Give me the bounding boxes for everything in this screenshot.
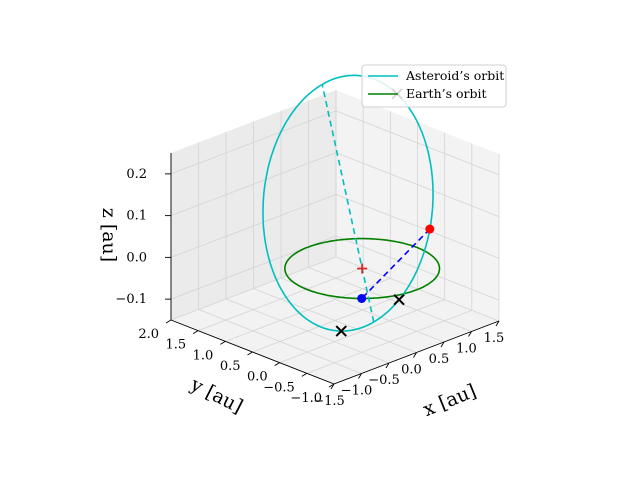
grid-line-y-floor xyxy=(279,299,445,364)
z-tick-label: 0.2 xyxy=(126,167,147,182)
y-tick-label: −1.0 xyxy=(290,391,322,406)
guide-line-asteroid-dot-earth-dot xyxy=(361,228,431,300)
y-tick xyxy=(247,351,253,356)
cross-stroke xyxy=(335,325,347,337)
x-axis-label: x [au] xyxy=(420,380,479,421)
y-tick xyxy=(192,330,199,335)
z-tick-label: 0.0 xyxy=(126,250,147,265)
asteroid-orbit-line xyxy=(262,74,434,332)
asteroid-dot-marker xyxy=(425,224,435,234)
legend-label-asteroid: Asteroid’s orbit xyxy=(405,68,504,83)
grid-line-z-back xyxy=(170,110,337,175)
x-tick-label: −0.5 xyxy=(368,373,400,388)
x-tick xyxy=(358,373,362,379)
x-tick xyxy=(495,320,500,327)
x-tick-label: −1.5 xyxy=(313,394,345,409)
grid-line-z-side xyxy=(335,194,500,259)
y-tick-label: 0.5 xyxy=(220,359,241,374)
cross-stroke xyxy=(393,294,405,306)
grid-line-z-side xyxy=(335,152,500,217)
guide-line-perihelion-aphelion xyxy=(321,84,375,323)
cross-marker xyxy=(335,325,347,337)
x-tick-label: 1.0 xyxy=(456,342,477,357)
z-tick-label: −0.1 xyxy=(115,292,147,307)
x-tick-label: 1.5 xyxy=(484,331,505,346)
y-tick-label: 1.0 xyxy=(193,348,214,363)
x-tick xyxy=(468,331,472,337)
x-tick xyxy=(413,352,417,358)
axis-ticks: −1.5−1.0−0.50.00.51.01.5−1.0−0.50.00.51.… xyxy=(115,167,504,409)
y-tick xyxy=(165,319,172,324)
grid-line-y-floor xyxy=(252,288,418,353)
z-axis-label: z [au] xyxy=(98,208,120,262)
grid-line-z-back xyxy=(170,194,337,258)
sun-marker xyxy=(357,263,368,274)
grid-line-y-floor xyxy=(198,267,364,332)
earth-dot-marker xyxy=(357,293,367,303)
cross-marker xyxy=(393,294,405,306)
grid-line-y-floor xyxy=(170,256,337,321)
x-tick xyxy=(385,362,390,369)
grid-line-z-side xyxy=(335,110,500,176)
y-tick-label: −0.5 xyxy=(263,380,295,395)
z-tick-label: 0.1 xyxy=(126,209,147,224)
x-tick-label: 0.0 xyxy=(401,363,422,378)
legend: Asteroid’s orbit Earth’s orbit xyxy=(361,64,507,108)
x-tick xyxy=(330,383,335,390)
legend-label-earth: Earth’s orbit xyxy=(406,86,487,101)
y-tick-label: 0.0 xyxy=(247,370,268,385)
y-tick-label: 2.0 xyxy=(138,327,159,342)
y-tick xyxy=(328,383,335,388)
grid-line-y-floor xyxy=(306,309,472,374)
y-tick xyxy=(274,362,280,367)
x-tick xyxy=(440,341,445,348)
y-axis-label: y [au] xyxy=(186,373,246,418)
y-tick xyxy=(220,340,226,345)
grid-line-z-back xyxy=(170,152,337,216)
x-tick-label: 0.5 xyxy=(429,352,450,367)
x-tick-label: −1.0 xyxy=(341,384,373,399)
grid-line-y-floor xyxy=(225,277,391,342)
y-tick xyxy=(301,372,308,377)
y-tick-label: 1.5 xyxy=(165,338,186,353)
earth-orbit-line xyxy=(284,237,441,300)
